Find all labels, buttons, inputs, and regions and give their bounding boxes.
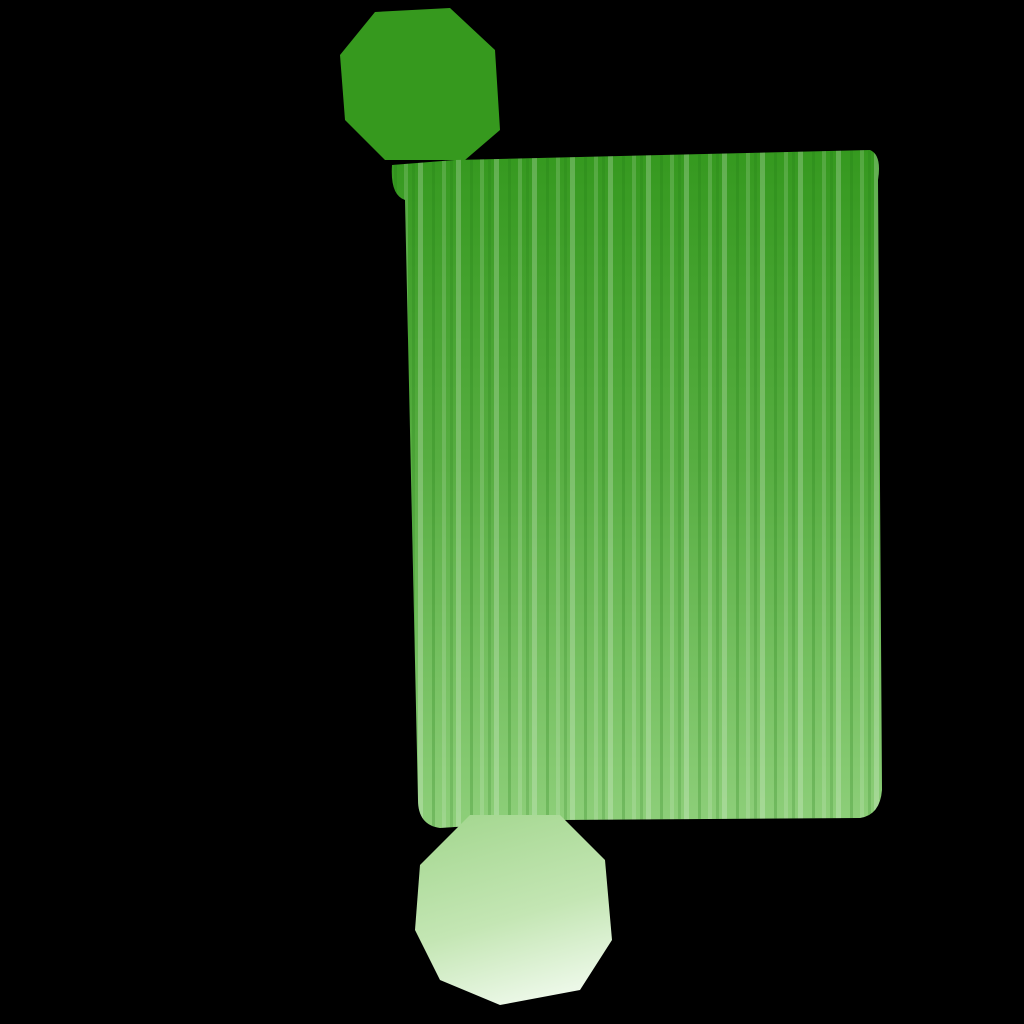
flag-stripes [391,150,882,828]
top-knob [340,8,500,160]
bottom-knob [415,815,612,1005]
